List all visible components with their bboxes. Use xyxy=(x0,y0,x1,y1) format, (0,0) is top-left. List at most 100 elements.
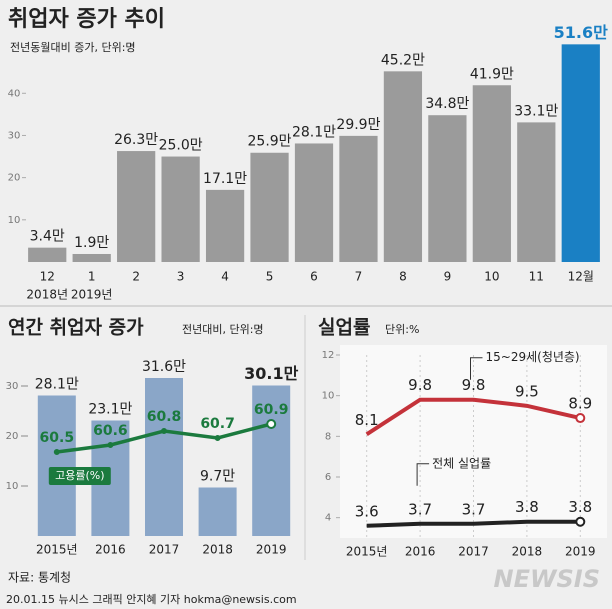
line xyxy=(366,519,581,528)
series-label: 15~29세(청년층) xyxy=(486,350,580,364)
data-label: 3.8 xyxy=(515,498,539,516)
chart-subtitle: 전년대비, 단위:명 xyxy=(182,323,264,336)
x-tick-label: 10 xyxy=(484,270,499,284)
y-tick-label: 12 xyxy=(322,350,335,361)
x-tick-label: 2016 xyxy=(95,543,126,557)
data-label: 28.1만 xyxy=(35,377,79,393)
point xyxy=(214,435,221,441)
x-tick-label: 6 xyxy=(310,270,318,284)
bar xyxy=(472,85,511,262)
y-tick-label: 20 xyxy=(6,431,19,442)
bar xyxy=(72,253,111,262)
bar xyxy=(250,152,289,262)
bar xyxy=(252,385,291,536)
x-tick-label: 2019 xyxy=(565,545,596,559)
x-tick-label: 2018 xyxy=(202,543,233,557)
bar xyxy=(145,378,183,536)
data-label: 30.1만 xyxy=(244,364,298,383)
bar xyxy=(517,122,556,263)
bar xyxy=(561,44,600,262)
bar xyxy=(205,189,245,262)
chart-subtitle: 단위:% xyxy=(385,323,419,336)
x-tick-label: 3 xyxy=(177,270,185,284)
series-label: 전체 실업률 xyxy=(432,456,491,470)
leader-line xyxy=(416,463,430,486)
data-label: 25.0만 xyxy=(159,138,203,154)
data-label: 60.7 xyxy=(200,416,235,432)
bar xyxy=(294,143,334,262)
y-tick-label: 40 xyxy=(8,88,21,99)
x-tick-label: 8 xyxy=(399,270,407,284)
y-tick-label: 8 xyxy=(325,431,331,442)
data-label: 3.4만 xyxy=(30,229,65,245)
line xyxy=(365,397,581,436)
x-tick-label: 12월 xyxy=(568,270,594,284)
y-tick-label: 10 xyxy=(322,391,335,402)
point xyxy=(575,413,586,424)
data-label: 33.1만 xyxy=(514,103,558,119)
x-tick-label: 9 xyxy=(444,270,452,284)
x-tick-label: 2018 xyxy=(512,545,543,559)
bar xyxy=(161,156,200,262)
data-label: 25.9만 xyxy=(248,134,292,150)
data-label: 60.8 xyxy=(147,409,182,425)
bar xyxy=(117,151,156,262)
data-label: 9.8 xyxy=(408,376,432,394)
bar xyxy=(339,135,378,262)
bar xyxy=(428,115,467,262)
x-tick-label: 2019 xyxy=(256,543,287,557)
y-tick-label: 10 xyxy=(6,481,19,492)
x-tick-label: 2015년 xyxy=(36,543,78,557)
chart-title: 연간 취업자 증가 xyxy=(8,317,144,339)
data-label: 9.7만 xyxy=(200,469,235,485)
x-tick-label: 1 xyxy=(88,270,96,284)
point xyxy=(575,516,586,527)
point xyxy=(53,449,60,455)
x-tick-label: 11 xyxy=(529,270,544,284)
bar xyxy=(37,395,76,536)
x-tick-label: 2017 xyxy=(149,543,180,557)
x-tick-label: 5 xyxy=(266,270,274,284)
data-label: 31.6만 xyxy=(142,359,186,375)
data-label: 51.6만 xyxy=(554,23,608,42)
data-label: 9.5 xyxy=(515,382,539,400)
y-tick-label: 10 xyxy=(8,215,21,226)
data-label: 41.9만 xyxy=(470,66,514,82)
x-sublabel: 2019년 xyxy=(71,288,113,302)
x-tick-label: 2 xyxy=(132,270,140,284)
data-label: 26.3만 xyxy=(114,132,158,148)
y-tick-label: 20 xyxy=(8,173,21,184)
x-tick-label: 7 xyxy=(355,270,363,284)
data-label: 29.9만 xyxy=(336,117,380,133)
data-label: 60.6 xyxy=(93,423,128,439)
y-tick-label: 30 xyxy=(8,130,21,141)
data-label: 45.2만 xyxy=(381,52,425,68)
bar xyxy=(383,71,423,262)
chart-title: 실업률 xyxy=(318,317,370,339)
bar xyxy=(28,247,67,262)
data-label: 9.8 xyxy=(462,376,486,394)
bar xyxy=(198,487,237,536)
x-tick-label: 2016 xyxy=(405,545,436,559)
data-label: 3.8 xyxy=(568,498,592,516)
source: 자료: 통계청 xyxy=(8,571,71,585)
data-label: 3.7 xyxy=(462,500,486,518)
credit: 20.01.15 뉴시스 그래픽 안지혜 기자 hokma@newsis.com xyxy=(6,593,297,606)
data-label: 28.1만 xyxy=(292,124,336,140)
legend-box xyxy=(48,467,111,485)
y-tick-label: 4 xyxy=(325,513,331,524)
x-tick-label: 2017 xyxy=(458,545,489,559)
y-tick-label: 6 xyxy=(325,472,331,483)
data-label: 8.9 xyxy=(568,395,592,413)
legend-label: 고용률(%) xyxy=(55,469,104,482)
data-label: 1.9만 xyxy=(74,235,109,251)
chart-title: 취업자 증가 추이 xyxy=(8,7,165,32)
data-label: 3.7 xyxy=(408,500,432,518)
point xyxy=(107,442,114,448)
point xyxy=(266,419,277,429)
data-label: 60.9 xyxy=(254,402,289,418)
data-label: 60.5 xyxy=(40,430,75,446)
x-tick-label: 2015년 xyxy=(346,545,388,559)
chart-subtitle: 전년동월대비 증가, 단위:명 xyxy=(10,41,136,54)
leader-line xyxy=(470,357,483,380)
